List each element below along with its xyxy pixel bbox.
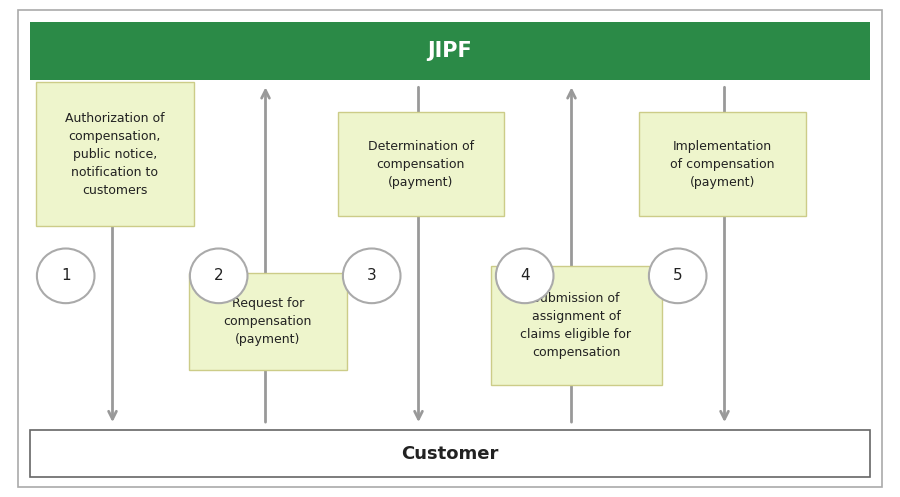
Text: 1: 1: [61, 268, 70, 283]
Text: 3: 3: [367, 268, 376, 283]
Text: Submission of
assignment of
claims eligible for
compensation: Submission of assignment of claims eligi…: [520, 292, 632, 359]
Text: Request for
compensation
(payment): Request for compensation (payment): [223, 297, 312, 346]
FancyBboxPatch shape: [30, 430, 870, 477]
FancyBboxPatch shape: [338, 112, 504, 216]
Ellipse shape: [37, 248, 94, 303]
FancyBboxPatch shape: [639, 112, 806, 216]
FancyBboxPatch shape: [189, 273, 346, 370]
Text: Implementation
of compensation
(payment): Implementation of compensation (payment): [670, 140, 775, 188]
FancyBboxPatch shape: [18, 10, 882, 487]
Text: 2: 2: [214, 268, 223, 283]
FancyBboxPatch shape: [36, 82, 194, 226]
FancyBboxPatch shape: [491, 266, 662, 385]
Ellipse shape: [343, 248, 400, 303]
Ellipse shape: [496, 248, 554, 303]
Text: 4: 4: [520, 268, 529, 283]
Text: Determination of
compensation
(payment): Determination of compensation (payment): [368, 140, 473, 188]
Ellipse shape: [649, 248, 706, 303]
FancyBboxPatch shape: [30, 22, 870, 80]
Text: Customer: Customer: [401, 444, 499, 463]
Ellipse shape: [190, 248, 248, 303]
Text: 5: 5: [673, 268, 682, 283]
Text: JIPF: JIPF: [428, 41, 473, 61]
Text: Authorization of
compensation,
public notice,
notification to
customers: Authorization of compensation, public no…: [65, 111, 165, 197]
